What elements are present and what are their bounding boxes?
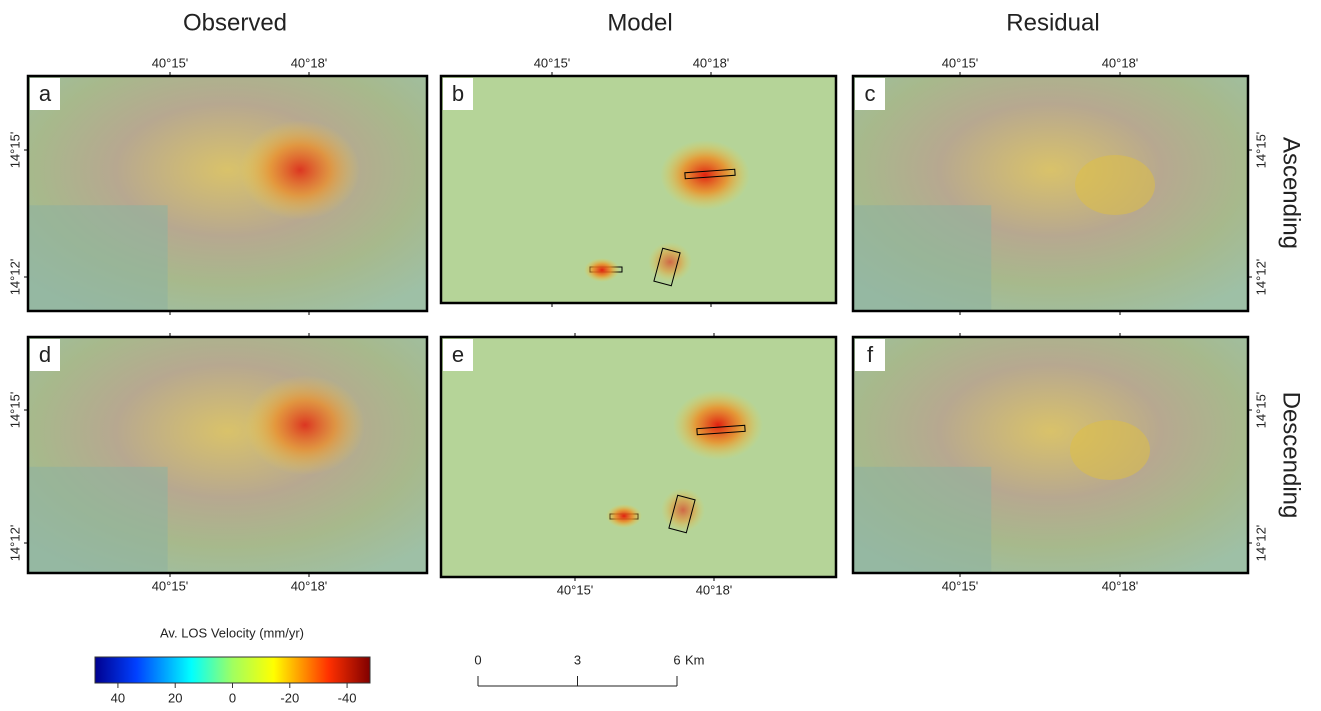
- panel-label: e: [452, 342, 464, 367]
- map-image: [441, 76, 836, 303]
- map-overlay: [853, 205, 991, 311]
- lon-label: 40°15': [152, 578, 189, 593]
- lat-label: 14°12': [1253, 525, 1268, 562]
- deformation: [648, 242, 692, 282]
- row-label: Ascending: [1278, 137, 1305, 249]
- deformation: [673, 390, 763, 460]
- map-image: [441, 337, 836, 577]
- lat-label: 14°15': [7, 392, 22, 429]
- lon-label: 40°15': [942, 578, 979, 593]
- scalebar-label: 0: [474, 652, 481, 667]
- map-overlay: [28, 467, 168, 573]
- colorbar-tick-label: 0: [229, 690, 236, 705]
- scalebar-label: 3: [574, 652, 581, 667]
- row-label: Descending: [1278, 392, 1305, 519]
- lon-label: 40°18': [291, 55, 328, 70]
- colorbar-title: Av. LOS Velocity (mm/yr): [160, 625, 304, 640]
- lon-label: 40°18': [1102, 55, 1139, 70]
- lat-label: 14°12': [7, 525, 22, 562]
- panel-label: a: [39, 81, 52, 106]
- panel-label: f: [867, 342, 874, 367]
- lon-label: 40°15': [534, 55, 571, 70]
- colorbar-tick-label: 20: [168, 690, 182, 705]
- map-overlay: [28, 205, 168, 311]
- panel-label: d: [39, 342, 51, 367]
- lon-label: 40°15': [152, 55, 189, 70]
- lat-label: 14°12': [1253, 259, 1268, 296]
- lat-label: 14°15': [1253, 132, 1268, 169]
- deformation: [661, 488, 705, 532]
- deformation: [584, 258, 620, 282]
- colorbar-tick-label: -20: [280, 690, 299, 705]
- column-title: Residual: [1006, 9, 1099, 36]
- deformation: [1075, 155, 1155, 215]
- column-title: Observed: [183, 9, 287, 36]
- figure: Observed Model Residual Ascending Descending…: [0, 0, 1321, 711]
- lon-label: 40°15': [942, 55, 979, 70]
- lat-label: 14°15': [1253, 392, 1268, 429]
- panel-label: b: [452, 81, 464, 106]
- panel-label: c: [865, 81, 876, 106]
- scalebar-label: 6: [673, 652, 680, 667]
- colorbar-tick-label: 40: [111, 690, 125, 705]
- lon-label: 40°18': [291, 578, 328, 593]
- deformation: [606, 504, 642, 528]
- scalebar-unit: Km: [685, 652, 705, 667]
- deformation: [1070, 420, 1150, 480]
- lat-label: 14°12': [7, 259, 22, 296]
- colorbar-tick-label: -40: [338, 690, 357, 705]
- colorbar: [95, 657, 370, 683]
- lat-label: 14°15': [7, 132, 22, 169]
- lon-label: 40°18': [696, 582, 733, 597]
- deformation: [245, 375, 365, 475]
- deformation: [660, 140, 750, 210]
- map-overlay: [853, 467, 991, 573]
- lon-label: 40°15': [557, 582, 594, 597]
- deformation: [240, 120, 360, 220]
- lon-label: 40°18': [693, 55, 730, 70]
- lon-label: 40°18': [1102, 578, 1139, 593]
- column-title: Model: [607, 9, 672, 36]
